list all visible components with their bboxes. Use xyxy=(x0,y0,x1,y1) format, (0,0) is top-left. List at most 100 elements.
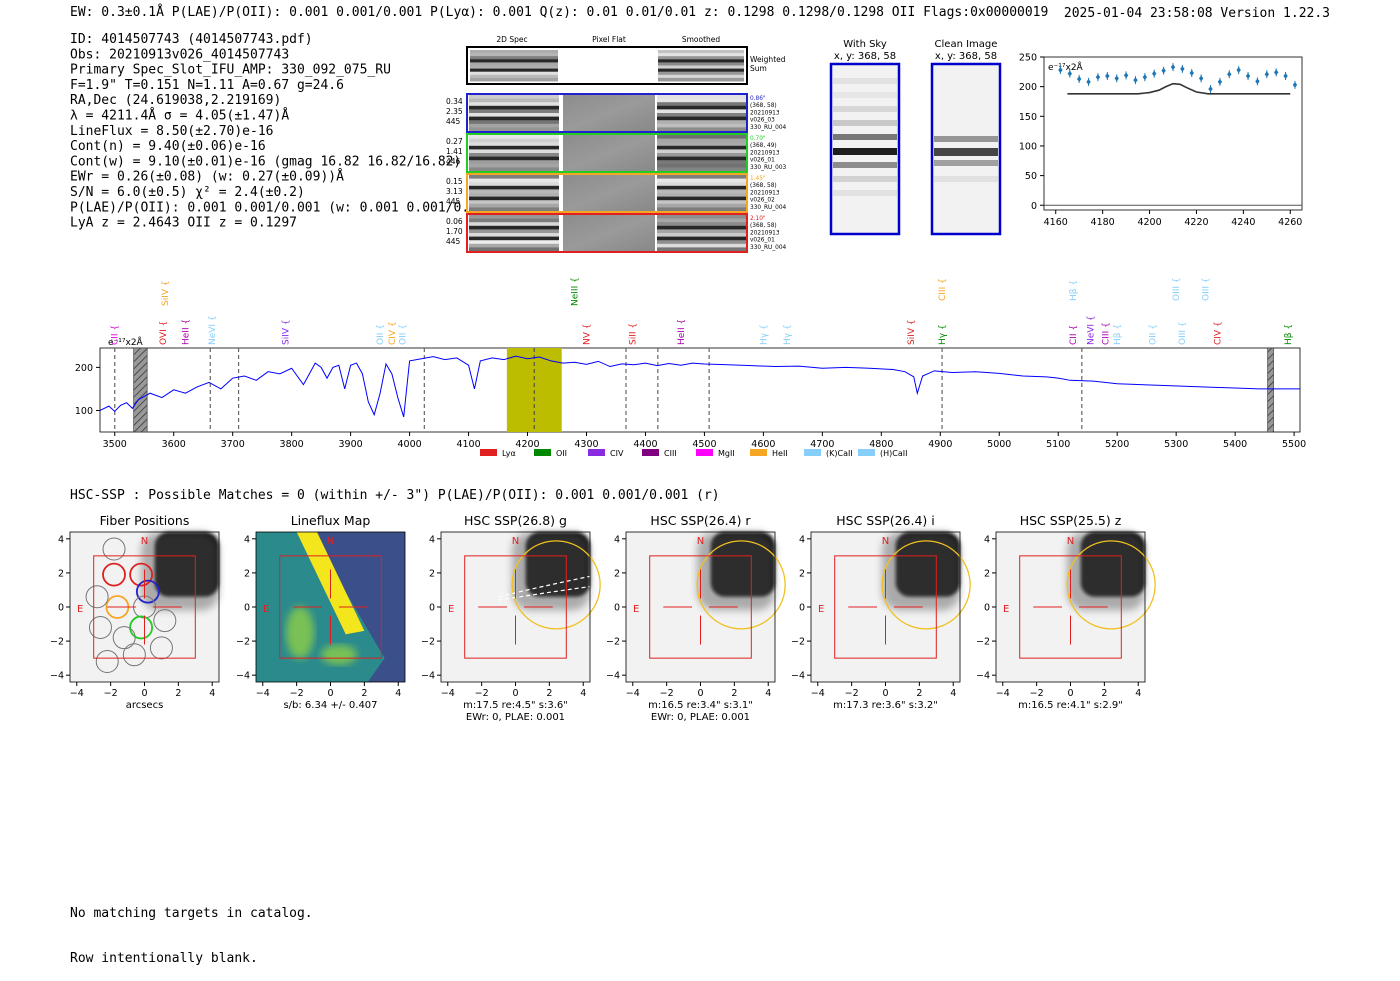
zoom-xtick-label: 4160 xyxy=(1044,217,1068,228)
cutout-pixel-row xyxy=(469,167,559,172)
zoom-data-point xyxy=(1170,64,1176,71)
zoom-data-point xyxy=(1227,71,1232,78)
hsc-summary: HSC-SSP : Possible Matches = 0 (within +… xyxy=(70,488,720,503)
spectrum-xtick-label: 4100 xyxy=(456,439,480,450)
north-label: N xyxy=(327,536,334,547)
info-line: EWr = 0.26(±0.08) (w: 0.27(±0.09))Å xyxy=(70,169,344,185)
cutout-pixel-row xyxy=(657,102,747,107)
spectrum-xtick-label: 5300 xyxy=(1164,439,1188,450)
hsc-panel-title: Fiber Positions xyxy=(100,513,190,528)
cutout-pixel-row xyxy=(469,233,559,238)
aperture-box xyxy=(834,555,937,659)
east-label: E xyxy=(633,604,639,615)
cutout-row-meta: 330_RU_004 xyxy=(750,125,787,131)
sky-band xyxy=(833,120,897,126)
cutout-pixel-row xyxy=(469,95,559,100)
zoom-data-point xyxy=(1161,67,1166,74)
sky-band xyxy=(833,148,897,155)
emission-line-label: OIII { xyxy=(1172,277,1182,301)
info-line: P(LAE)/P(OII): 0.001 0.001/0.001 (w: 0.0… xyxy=(70,200,500,215)
cutout-row-meta: 20210913 xyxy=(750,150,780,156)
zoom-data-point xyxy=(1274,69,1279,76)
hsc-xtick-label: 2 xyxy=(731,688,737,699)
emission-line-label: NeVI { xyxy=(208,315,218,345)
aperture-box xyxy=(464,555,567,659)
hsc-ytick-label: 2 xyxy=(244,568,250,579)
pixel-flat-image xyxy=(563,135,655,171)
info-line: Cont(n) = 9.40(±0.06)e-16 xyxy=(70,139,266,154)
cutout-pixel-row xyxy=(469,240,559,245)
cutout-pixel-row xyxy=(470,74,558,79)
zoom-data-point xyxy=(1236,67,1241,74)
sky-band xyxy=(833,92,897,98)
east-label: E xyxy=(818,604,824,615)
hsc-xtick-label: 2 xyxy=(361,688,367,699)
aperture-box xyxy=(649,555,752,659)
cutout-row-meta: 0.86" xyxy=(750,96,766,102)
catalog-footer: No matching targets in catalog. Row inte… xyxy=(70,876,313,981)
cutout-pixel-row xyxy=(469,116,559,121)
sky-band xyxy=(833,162,897,168)
hsc-ytick-label: −4 xyxy=(421,671,435,682)
hsc-ytick-label: 2 xyxy=(799,568,805,579)
hsc-xtick-label: 4 xyxy=(580,688,586,699)
cutout-pixel-row xyxy=(657,178,747,183)
cutout-row-meta: (368, 58) xyxy=(750,103,777,109)
info-line: Cont(w) = 9.10(±0.01)e-16 (gmag 16.82 16… xyxy=(70,154,461,169)
east-label: E xyxy=(263,604,269,615)
emission-line-label: SiIV { xyxy=(907,319,917,345)
cutout-pixel-row xyxy=(658,68,744,73)
cutout-pixel-row xyxy=(657,200,747,205)
legend-swatch xyxy=(696,449,713,456)
spectrum-ytick-label: 200 xyxy=(75,363,93,374)
cutout-pixel-row xyxy=(469,98,559,103)
footer-line: No matching targets in catalog. xyxy=(70,906,313,921)
emission-line-label: OIII { xyxy=(1202,277,1212,301)
zoom-data-point xyxy=(1152,70,1157,77)
cutout-pixel-row xyxy=(657,182,747,187)
masked-region xyxy=(1267,347,1274,433)
legend-label: (H)CaII xyxy=(880,449,907,458)
legend-label: OII xyxy=(556,449,567,458)
cutout-col-label: Smoothed xyxy=(682,35,721,44)
emission-line-label: CIV { xyxy=(1213,321,1223,345)
cutout-pixel-row xyxy=(469,145,559,150)
cutout-pixel-row xyxy=(469,196,559,201)
spectrum-xtick-label: 4000 xyxy=(397,439,421,450)
cutout-pixel-row xyxy=(657,127,747,132)
cutout-pixel-row xyxy=(657,236,747,241)
info-line: LineFlux = 8.50(±2.70)e-16 xyxy=(70,124,274,139)
hsc-xtick-label: −2 xyxy=(1030,688,1044,699)
emission-line-label: CII { xyxy=(1069,325,1079,345)
zoom-data-point xyxy=(1245,72,1251,79)
cutout-row-meta: v026_01 xyxy=(750,238,775,244)
hsc-xtick-label: −2 xyxy=(660,688,674,699)
hsc-panel-title: HSC SSP(26.8) g xyxy=(464,513,567,528)
hsc-panel: HSC SSP(26.4) i N E −4 −4 −2 −2 0 0 2 2 4 4 m:17.3 re… xyxy=(791,513,971,711)
spectrum-ytick-label: 100 xyxy=(75,406,93,417)
hsc-panel-caption: s/b: 6.34 +/- 0.407 xyxy=(283,700,377,711)
zoom-model-curve xyxy=(1067,82,1291,95)
cutout-row-stat: 0.06 xyxy=(446,217,463,226)
hsc-ytick-label: 0 xyxy=(244,603,250,614)
cutout-row-frame xyxy=(466,133,748,173)
sky-band xyxy=(833,106,897,112)
spectrum-xtick-label: 5100 xyxy=(1046,439,1070,450)
legend-swatch xyxy=(480,449,497,456)
hsc-ytick-label: 4 xyxy=(984,534,990,545)
hsc-xtick-label: 4 xyxy=(209,688,215,699)
emission-line-label: SiIV { xyxy=(161,280,171,306)
weighted-sum-label: Sum xyxy=(750,64,767,73)
hsc-xtick-label: −4 xyxy=(626,688,640,699)
fiber-circle xyxy=(102,537,126,561)
cutout-pixel-row xyxy=(469,200,559,205)
spectrum-xtick-label: 5200 xyxy=(1105,439,1129,450)
zoom-data-point xyxy=(1292,81,1298,88)
cutout-pixel-row xyxy=(469,185,559,190)
zoom-data-point xyxy=(1264,71,1270,78)
cutout-row-meta: v026_03 xyxy=(750,118,775,124)
detection-info-block: ID: 4014507743 (4014507743.pdf)Obs: 2021… xyxy=(70,32,500,231)
hsc-xtick-label: −2 xyxy=(290,688,304,699)
header-timestamp-version: 2025-01-04 23:58:08 Version 1.22.3 xyxy=(1064,6,1330,21)
